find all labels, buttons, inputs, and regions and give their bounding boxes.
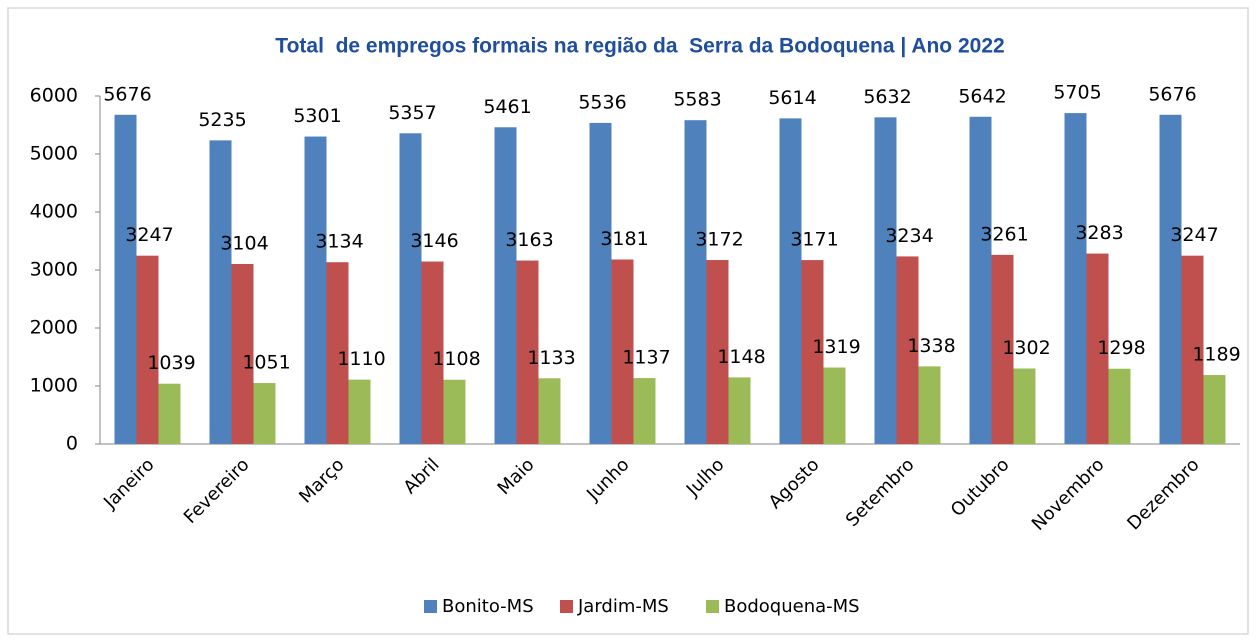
bar	[918, 366, 941, 444]
legend-label: Bonito-MS	[442, 596, 534, 617]
bar	[538, 378, 561, 444]
bar	[779, 118, 802, 444]
value-label: 5642	[958, 85, 1006, 107]
value-label: 1148	[717, 346, 765, 368]
y-tick-label: 2000	[30, 317, 78, 339]
value-label: 3261	[980, 223, 1028, 245]
value-label: 3247	[125, 224, 173, 246]
value-label: 5632	[863, 86, 911, 108]
bar	[443, 379, 466, 444]
value-label: 5461	[483, 96, 531, 118]
value-label: 1298	[1097, 337, 1145, 359]
value-label: 5705	[1053, 82, 1101, 104]
value-label: 3146	[410, 230, 458, 252]
bar	[1013, 368, 1036, 444]
bar	[209, 140, 232, 444]
bar	[114, 114, 137, 445]
value-label: 3181	[600, 228, 648, 250]
y-tick-label: 4000	[30, 201, 78, 223]
value-label: 3172	[695, 229, 743, 251]
value-label: 1133	[527, 347, 575, 369]
bar	[1108, 368, 1131, 444]
legend-label: Bodoquena-MS	[724, 596, 860, 617]
bar	[896, 256, 919, 444]
value-label: 1319	[812, 336, 860, 358]
value-label: 5676	[1148, 83, 1196, 105]
value-label: 5536	[578, 91, 626, 113]
bar	[253, 383, 276, 444]
legend-label: Jardim-MS	[577, 596, 669, 617]
value-label: 5614	[768, 87, 816, 109]
value-label: 5301	[293, 105, 341, 127]
bar	[326, 262, 349, 444]
bar	[231, 263, 254, 444]
bar	[611, 259, 634, 444]
value-label: 1039	[147, 352, 195, 374]
value-label: 1051	[242, 352, 290, 374]
y-tick-label: 3000	[30, 259, 78, 281]
bar	[801, 260, 824, 444]
bar	[421, 261, 444, 444]
chart-title: Total de empregos formais na região da S…	[275, 35, 1004, 58]
value-label: 5357	[388, 102, 436, 124]
y-tick-label: 6000	[30, 85, 78, 107]
value-label: 3104	[220, 232, 268, 254]
bar	[516, 260, 539, 444]
value-label: 3134	[315, 231, 363, 253]
value-label: 5583	[673, 89, 721, 111]
legend-swatch	[560, 600, 573, 613]
bar	[1086, 253, 1109, 444]
bar	[399, 133, 422, 444]
value-label: 3163	[505, 229, 553, 251]
bar	[1203, 375, 1226, 444]
value-label: 3234	[885, 225, 933, 247]
bar	[589, 122, 612, 445]
value-label: 1338	[907, 335, 955, 357]
value-label: 1108	[432, 348, 480, 370]
bar	[348, 379, 371, 444]
value-label: 1302	[1002, 337, 1050, 359]
value-label: 3171	[790, 229, 838, 251]
bar	[158, 383, 181, 444]
bar	[823, 367, 846, 444]
bar	[706, 260, 729, 444]
y-tick-label: 1000	[30, 375, 78, 397]
bar	[684, 120, 707, 444]
y-tick-label: 5000	[30, 143, 78, 165]
bar	[633, 378, 656, 444]
bar	[1181, 255, 1204, 444]
value-label: 1189	[1192, 344, 1240, 366]
bar	[874, 117, 897, 445]
bar	[1159, 114, 1182, 445]
bar	[728, 377, 751, 444]
value-label: 1137	[622, 347, 670, 369]
bar	[136, 255, 159, 444]
value-label: 1110	[337, 348, 385, 370]
value-label: 3247	[1170, 224, 1218, 246]
bar	[969, 116, 992, 444]
y-tick-label: 0	[66, 433, 78, 455]
bar	[304, 136, 327, 445]
value-label: 5676	[103, 83, 151, 105]
value-label: 3283	[1075, 222, 1123, 244]
legend-swatch	[424, 600, 437, 613]
bar	[991, 254, 1014, 444]
value-label: 5235	[198, 109, 246, 131]
legend-swatch	[706, 600, 719, 613]
bar	[494, 127, 517, 445]
bar	[1064, 113, 1087, 445]
